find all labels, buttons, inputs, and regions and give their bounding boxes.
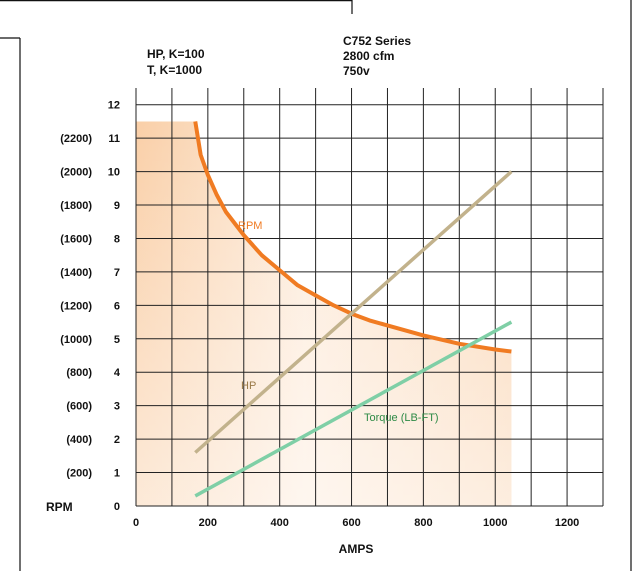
- y-tick-label: 1: [114, 468, 120, 480]
- series-label-hp: HP: [241, 380, 256, 392]
- y-tick-label-rpm: (1200): [60, 300, 92, 312]
- y-tick-label-rpm: (1800): [60, 200, 92, 212]
- header-right-line-3: 750v: [343, 64, 370, 78]
- y-tick-label-rpm: (800): [66, 367, 92, 379]
- x-tick-label: 1000: [483, 517, 507, 529]
- y-tick-label: 9: [114, 200, 120, 212]
- y-tick-label: 11: [108, 133, 120, 145]
- series-label-torque: Torque (LB-FT): [364, 412, 439, 424]
- y-tick-label-rpm: (600): [66, 401, 92, 413]
- y-tick-label-rpm: (1400): [60, 267, 92, 279]
- x-tick-label: 600: [342, 517, 360, 529]
- grid: [135, 88, 604, 507]
- y-tick-label: 7: [114, 267, 120, 279]
- y-tick-label: 6: [114, 300, 120, 312]
- x-tick-label: 200: [199, 517, 217, 529]
- x-axis-label: AMPS: [339, 542, 374, 556]
- header-left-line-2: T, K=1000: [147, 63, 202, 77]
- y-tick-label-rpm: (2000): [60, 167, 92, 179]
- y-tick-label-rpm: (1000): [60, 334, 92, 346]
- x-tick-label: 400: [271, 517, 289, 529]
- y-tick-label: 0: [114, 501, 120, 513]
- series-label-rpm: RPM: [238, 220, 262, 232]
- series-line-torque: [194, 320, 513, 498]
- tick-labels: 0123456789101112(200)(400)(600)(800)(100…: [60, 100, 579, 529]
- series-line-hp: [194, 170, 513, 454]
- x-tick-label: 0: [133, 517, 139, 529]
- y-tick-label: 8: [114, 233, 120, 245]
- y-tick-label: 4: [114, 367, 121, 379]
- header-right-line-2: 2800 cfm: [343, 49, 394, 63]
- rpm-area-fill-fade: [136, 121, 512, 506]
- y-tick-label: 10: [108, 167, 120, 179]
- series-lines: [193, 121, 513, 498]
- area-fill: [136, 121, 512, 506]
- y-tick-label: 12: [108, 100, 120, 112]
- y-tick-label-rpm: (400): [66, 434, 92, 446]
- y-axis-label: RPM: [46, 500, 73, 514]
- y-tick-label: 3: [114, 401, 120, 413]
- y-tick-label-rpm: (200): [66, 468, 92, 480]
- x-tick-label: 1200: [555, 517, 579, 529]
- y-tick-label-rpm: (1600): [60, 233, 92, 245]
- y-tick-label-rpm: (2200): [60, 133, 92, 145]
- header-left-line-1: HP, K=100: [147, 47, 205, 61]
- y-tick-label: 2: [114, 434, 120, 446]
- y-tick-label: 5: [114, 334, 120, 346]
- header-right-line-1: C752 Series: [343, 34, 411, 48]
- x-tick-label: 800: [414, 517, 432, 529]
- series-line-rpm: [193, 121, 512, 354]
